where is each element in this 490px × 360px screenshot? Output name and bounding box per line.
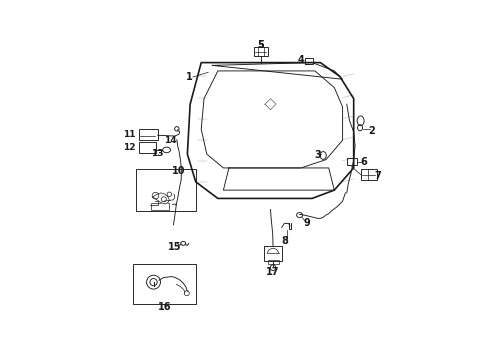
Text: 11: 11 [123, 130, 135, 139]
Bar [254, 47, 268, 56]
Polygon shape [153, 193, 170, 204]
Bar [305, 58, 314, 64]
Text: 15: 15 [168, 242, 182, 252]
Text: 2: 2 [368, 126, 375, 135]
Text: 14: 14 [165, 136, 177, 145]
Text: 16: 16 [158, 302, 171, 312]
Text: 9: 9 [303, 217, 310, 228]
Text: 6: 6 [360, 157, 367, 167]
Bar [133, 264, 196, 304]
Text: 4: 4 [297, 55, 304, 65]
Bar [347, 158, 357, 165]
Bar [268, 260, 279, 264]
Text: 13: 13 [151, 149, 164, 158]
Bar [139, 143, 156, 153]
Text: 1: 1 [186, 72, 193, 82]
Bar [136, 169, 196, 211]
Text: 10: 10 [172, 166, 186, 176]
Bar [361, 169, 377, 180]
Bar [264, 246, 282, 261]
Text: 3: 3 [314, 150, 321, 159]
Text: 5: 5 [257, 40, 264, 50]
Text: 7: 7 [375, 171, 381, 181]
Text: 12: 12 [123, 144, 135, 153]
Text: 8: 8 [281, 237, 288, 246]
Bar [151, 203, 170, 210]
Text: 17: 17 [266, 267, 279, 277]
Bar [139, 129, 158, 140]
Text: 5: 5 [257, 40, 264, 50]
